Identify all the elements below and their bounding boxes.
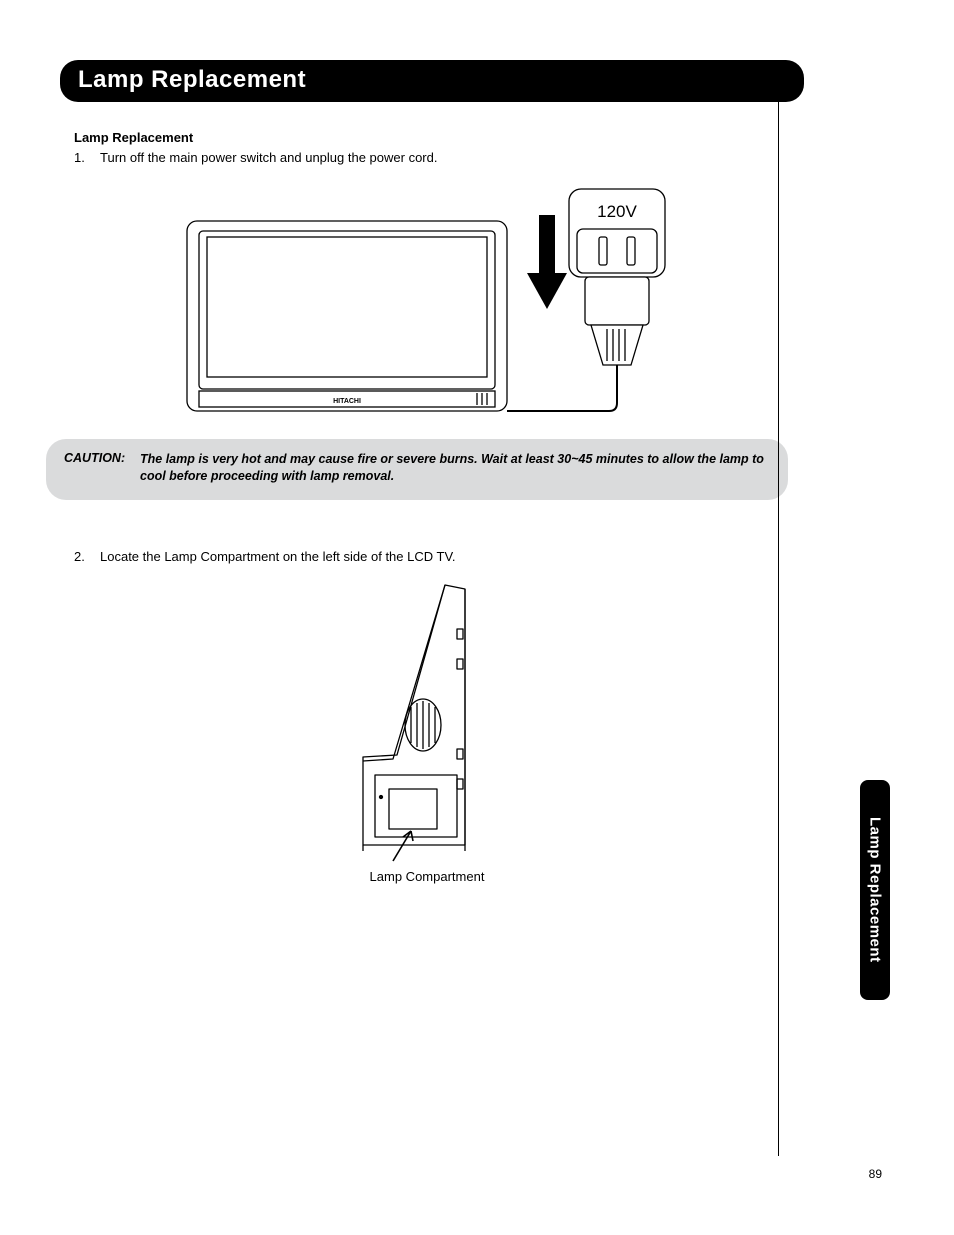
section-title-text: Lamp Replacement (78, 66, 306, 93)
figure-1-svg: HITACHI 120V (177, 181, 677, 421)
figure-2-svg (327, 579, 527, 869)
step-1-text: Turn off the main power switch and unplu… (100, 149, 780, 167)
step-1-number: 1. (74, 149, 100, 167)
section-title-bar: Lamp Replacement (60, 60, 804, 102)
figure-1-wrap: HITACHI 120V (74, 181, 780, 421)
figure-2-caption: Lamp Compartment (370, 869, 485, 884)
caution-label: CAUTION: (64, 451, 140, 486)
right-margin-rule (778, 98, 779, 1156)
side-tab: Lamp Replacement (860, 780, 890, 1000)
tv-brand-label: HITACHI (333, 398, 361, 405)
page: Lamp Replacement Lamp Replacement 1. Tur… (0, 0, 954, 1235)
outlet-voltage-label: 120V (597, 202, 637, 221)
caution-text: The lamp is very hot and may cause fire … (140, 451, 770, 486)
subheading: Lamp Replacement (74, 130, 780, 145)
step-2-text: Locate the Lamp Compartment on the left … (100, 548, 780, 566)
step-2-number: 2. (74, 548, 100, 566)
step-1: 1. Turn off the main power switch and un… (74, 149, 780, 167)
body-column: Lamp Replacement 1. Turn off the main po… (60, 130, 780, 884)
caution-box: CAUTION: The lamp is very hot and may ca… (46, 439, 788, 500)
figure-2-wrap: Lamp Compartment (74, 579, 780, 884)
unplug-arrow-icon (527, 215, 567, 309)
step-2: 2. Locate the Lamp Compartment on the le… (74, 548, 780, 566)
side-tab-text: Lamp Replacement (867, 817, 884, 963)
page-number: 89 (869, 1167, 882, 1181)
